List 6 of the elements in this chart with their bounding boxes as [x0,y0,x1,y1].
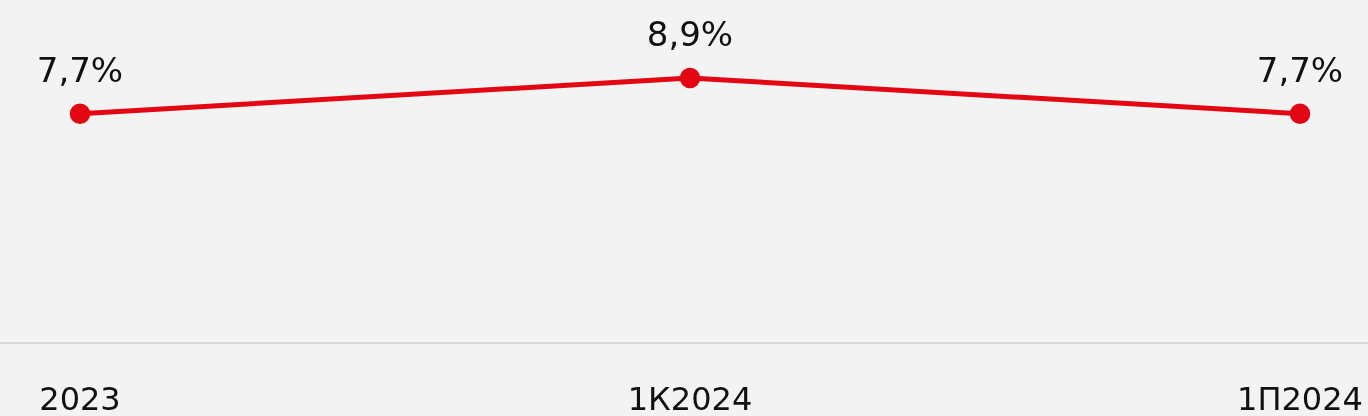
x-tick-label: 1К2024 [627,380,753,416]
data-label: 8,9% [646,14,734,54]
data-label: 7,7% [36,49,124,90]
x-tick-label: 2023 [39,380,121,416]
x-tick-label: 1П2024 [1237,380,1363,416]
data-label: 7,7% [1256,49,1344,90]
